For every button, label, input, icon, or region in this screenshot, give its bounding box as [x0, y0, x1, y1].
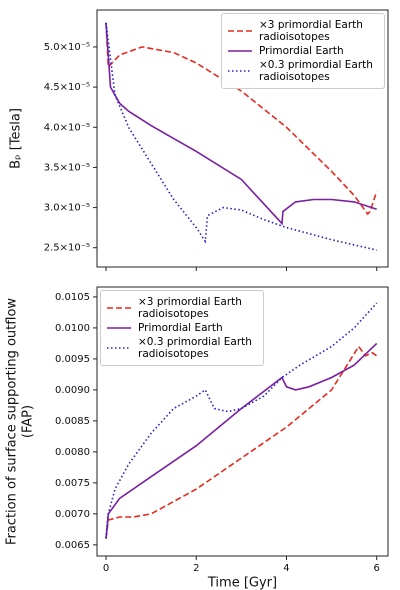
legend-label: Primordial Earth	[138, 322, 223, 334]
legend-label: ×0.3 primordial Earth radioisotopes	[259, 59, 373, 83]
x-tick-label: 6	[374, 563, 380, 574]
y-tick-label: 4.5×10⁻⁵	[44, 82, 90, 93]
y-axis-label: Fraction of surface supporting outflow	[5, 298, 20, 545]
y-tick-label: 4.0×10⁻⁵	[44, 122, 90, 133]
legend: ×3 primordial Earth radioisotopes Primord…	[221, 13, 385, 89]
y-tick-label: 3.5×10⁻⁵	[44, 162, 90, 173]
plot-frame	[96, 286, 389, 557]
legend-item: ×0.3 primordial Earth radioisotopes	[106, 336, 258, 360]
y-tick-label: 0.0095	[55, 354, 90, 365]
legend-swatch	[107, 347, 131, 349]
legend-swatch	[107, 327, 131, 329]
x-axis-label: Time [Gyr]	[207, 576, 277, 590]
y-tick-label: 0.0065	[55, 540, 90, 551]
y-tick-label: 3.0×10⁻⁵	[44, 203, 90, 214]
series-line	[105, 345, 378, 539]
x-tick-label: 2	[193, 563, 199, 574]
x-tick-label: 4	[283, 563, 289, 574]
x-tick-label: 0	[103, 563, 109, 574]
legend-label: Primordial Earth	[259, 45, 344, 57]
series-line	[105, 22, 377, 226]
y-axis-label: (FAP)	[21, 405, 36, 438]
legend-item: ×3 primordial Earth radioisotopes	[227, 19, 379, 43]
legend-item: ×3 primordial Earth radioisotopes	[106, 296, 258, 320]
legend-item: Primordial Earth	[227, 45, 379, 57]
y-tick-label: 0.0100	[55, 323, 90, 334]
legend: ×3 primordial Earth radioisotopes Primord…	[100, 290, 264, 366]
y-tick-label: 0.0090	[55, 385, 90, 396]
legend-swatch	[228, 50, 252, 52]
y-tick-label: 0.0105	[55, 292, 90, 303]
legend-label: ×0.3 primordial Earth radioisotopes	[138, 336, 252, 360]
legend-label: ×3 primordial Earth radioisotopes	[259, 19, 363, 43]
y-tick-label: 0.0075	[55, 478, 90, 489]
y-tick-label: 0.0070	[55, 509, 90, 520]
plot-frame	[96, 9, 389, 268]
y-axis-label: Bₚ [Tesla]	[9, 108, 24, 169]
legend-label: ×3 primordial Earth radioisotopes	[138, 296, 242, 320]
y-tick-label: 5.0×10⁻⁵	[44, 42, 90, 53]
y-tick-label: 2.5×10⁻⁵	[44, 243, 90, 254]
series-line	[105, 22, 378, 216]
legend-swatch	[107, 307, 131, 309]
legend-item: ×0.3 primordial Earth radioisotopes	[227, 59, 379, 83]
legend-swatch	[228, 70, 252, 72]
y-tick-label: 0.0080	[55, 447, 90, 458]
series-line	[105, 342, 378, 539]
legend-swatch	[228, 30, 252, 32]
series-line	[105, 302, 378, 539]
y-tick-label: 0.0085	[55, 416, 90, 427]
legend-item: Primordial Earth	[106, 322, 258, 334]
